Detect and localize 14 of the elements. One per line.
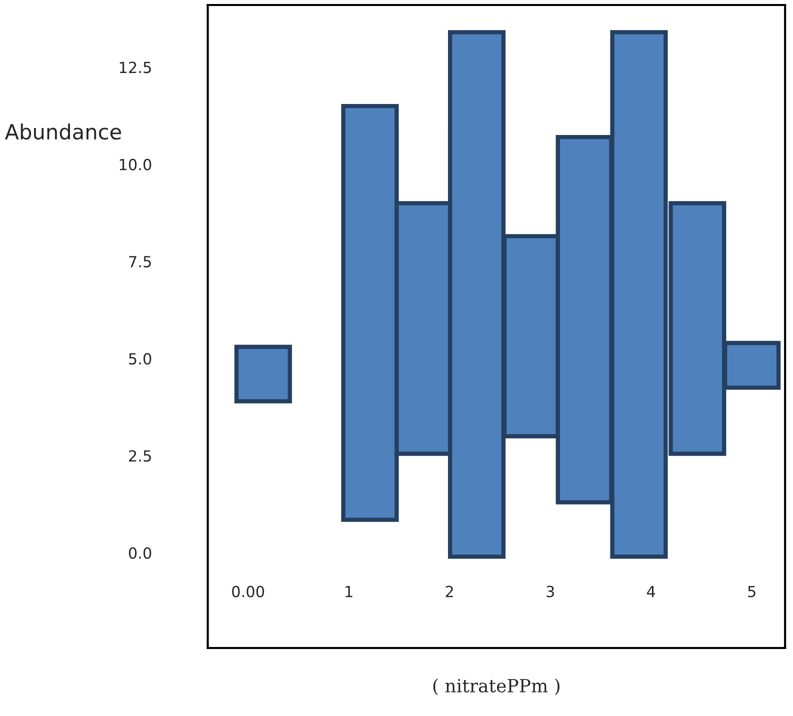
y-tick-label: 10.0 <box>120 158 152 170</box>
x-axis-title: ( nitratePPm ) <box>433 678 560 696</box>
y-tick-label: 2.5 <box>129 450 151 462</box>
x-tick-label: 0.00 <box>232 586 264 598</box>
y-tick-label: 5.0 <box>129 353 152 365</box>
y-tick-label: 7.5 <box>129 256 151 268</box>
x-tick-label: 5 <box>748 586 756 598</box>
x-tick-label: 1 <box>346 586 352 598</box>
y-axis-title: Abundance <box>4 124 122 140</box>
y-tick-label: 12.5 <box>120 62 151 74</box>
y-tick-label: 0.0 <box>128 547 152 559</box>
x-tick-label: 3 <box>546 586 554 598</box>
x-tick-label: 2 <box>446 586 453 598</box>
x-tick-label: 4 <box>646 586 656 598</box>
